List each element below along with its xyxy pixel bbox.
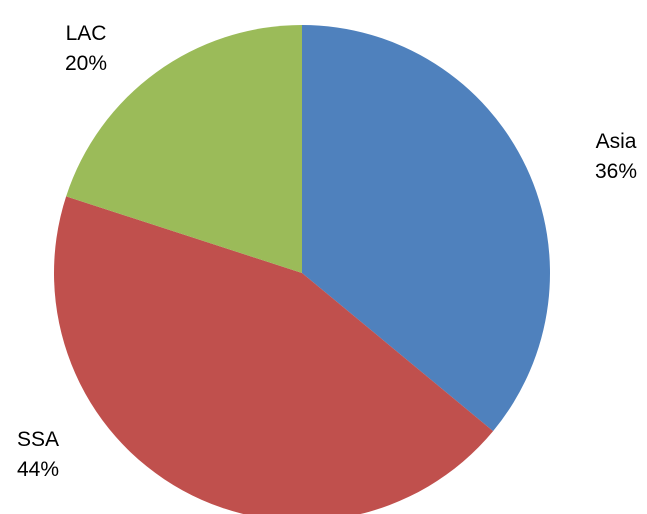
slice-value-lac: 20% bbox=[65, 52, 107, 75]
pie-slice-lac bbox=[66, 25, 302, 273]
pie-slice-asia bbox=[302, 25, 551, 432]
pie-slices bbox=[54, 25, 551, 514]
slice-label-ssa: SSA bbox=[17, 428, 59, 451]
pie-slice-ssa bbox=[54, 196, 494, 514]
slice-label-lac: LAC bbox=[66, 22, 107, 45]
slice-value-asia: 36% bbox=[595, 160, 637, 183]
slice-value-ssa: 44% bbox=[17, 458, 59, 481]
slice-label-asia: Asia bbox=[596, 130, 637, 153]
pie-labels: Asia 36% SSA 44% LAC 20% bbox=[17, 22, 637, 481]
